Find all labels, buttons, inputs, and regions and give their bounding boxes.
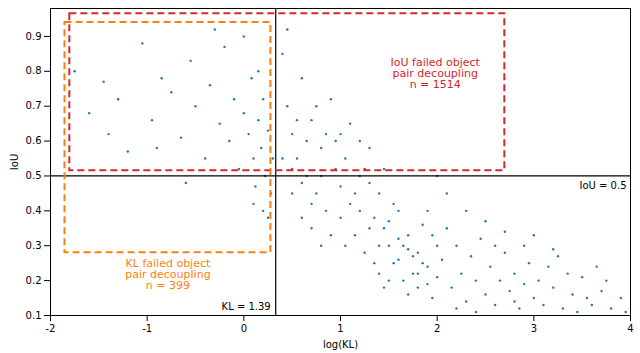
svg-text:0.1: 0.1 xyxy=(26,310,42,321)
svg-text:0.8: 0.8 xyxy=(26,65,42,76)
svg-text:0.6: 0.6 xyxy=(26,135,42,146)
svg-text:0: 0 xyxy=(241,323,247,334)
svg-text:log(KL): log(KL) xyxy=(323,339,358,350)
svg-text:IoU = 0.5: IoU = 0.5 xyxy=(579,180,626,191)
svg-text:KL failed objectpair decouplin: KL failed objectpair decouplingn = 399 xyxy=(125,257,211,292)
svg-text:0.7: 0.7 xyxy=(26,100,42,111)
svg-text:0.9: 0.9 xyxy=(26,31,42,42)
svg-text:2: 2 xyxy=(434,323,440,334)
svg-text:0.3: 0.3 xyxy=(26,240,42,251)
svg-text:IoU: IoU xyxy=(9,154,20,170)
svg-text:0.2: 0.2 xyxy=(26,275,42,286)
svg-text:3: 3 xyxy=(531,323,537,334)
svg-text:-1: -1 xyxy=(142,323,152,334)
svg-text:1: 1 xyxy=(337,323,343,334)
svg-text:KL = 1.39: KL = 1.39 xyxy=(222,301,271,312)
svg-text:-2: -2 xyxy=(46,323,56,334)
svg-text:0.5: 0.5 xyxy=(26,170,42,181)
svg-text:IoU failed objectpair decoupli: IoU failed objectpair decouplingn = 1514 xyxy=(391,56,481,91)
svg-text:0.4: 0.4 xyxy=(26,205,42,216)
svg-text:4: 4 xyxy=(627,323,633,334)
